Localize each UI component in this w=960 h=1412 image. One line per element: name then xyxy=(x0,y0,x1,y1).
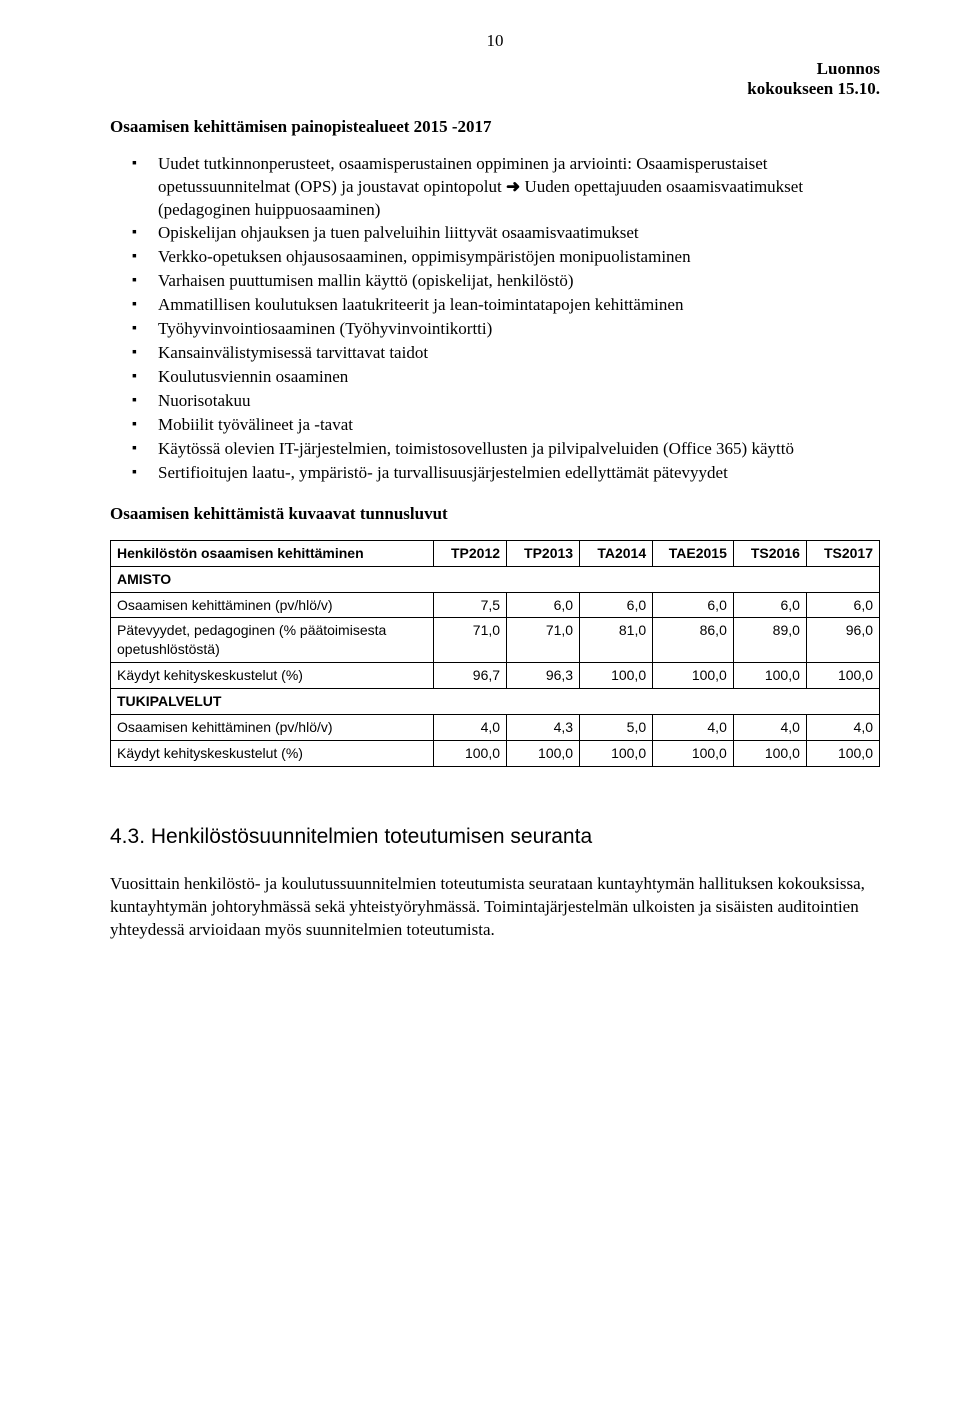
table-value-cell: 100,0 xyxy=(733,663,806,689)
table-value-cell: 100,0 xyxy=(806,740,879,766)
table-label-cell: Pätevyydet, pedagoginen (% päätoimisesta… xyxy=(111,618,434,663)
table-value-cell: 81,0 xyxy=(580,618,653,663)
table-value-cell: 96,0 xyxy=(806,618,879,663)
bullet-item: Opiskelijan ohjauksen ja tuen palveluihi… xyxy=(110,222,880,245)
table-row: Osaamisen kehittäminen (pv/hlö/v)4,04,35… xyxy=(111,714,880,740)
header-line2: kokoukseen 15.10. xyxy=(747,79,880,98)
page-number: 10 xyxy=(110,30,880,53)
table-value-cell: 96,3 xyxy=(507,663,580,689)
table-value-cell: 89,0 xyxy=(733,618,806,663)
bullet-item: Mobiilit työvälineet ja -tavat xyxy=(110,414,880,437)
bullet-item: Verkko-opetuksen ohjausosaaminen, oppimi… xyxy=(110,246,880,269)
header-right: Luonnos kokoukseen 15.10. xyxy=(110,59,880,100)
section-subtitle: Osaamisen kehittämisen painopistealueet … xyxy=(110,116,880,139)
table-title: Osaamisen kehittämistä kuvaavat tunnuslu… xyxy=(110,503,880,526)
table-value-cell: 4,0 xyxy=(806,714,879,740)
table-label-cell: Osaamisen kehittäminen (pv/hlö/v) xyxy=(111,714,434,740)
table-value-cell: 4,0 xyxy=(433,714,506,740)
table-value-cell: 6,0 xyxy=(733,592,806,618)
table-label-cell: Osaamisen kehittäminen (pv/hlö/v) xyxy=(111,592,434,618)
table-label-cell: Käydyt kehityskeskustelut (%) xyxy=(111,740,434,766)
heading-4-3: 4.3. Henkilöstösuunnitelmien toteutumise… xyxy=(110,823,880,851)
table-section-cell: TUKIPALVELUT xyxy=(111,689,880,715)
bullet-item: Työhyvinvointiosaaminen (Työhyvinvointik… xyxy=(110,318,880,341)
bullet-item: Ammatillisen koulutuksen laatukriteerit … xyxy=(110,294,880,317)
table-value-cell: 100,0 xyxy=(433,740,506,766)
bullet-item: Uudet tutkinnonperusteet, osaamisperusta… xyxy=(110,153,880,222)
table-value-cell: 100,0 xyxy=(733,740,806,766)
table-header-cell: TP2013 xyxy=(507,540,580,566)
table-label-cell: Käydyt kehityskeskustelut (%) xyxy=(111,663,434,689)
table-row: AMISTO xyxy=(111,566,880,592)
header-line1: Luonnos xyxy=(817,59,880,78)
bullet-item: Nuorisotakuu xyxy=(110,390,880,413)
table-row: TUKIPALVELUT xyxy=(111,689,880,715)
table-value-cell: 100,0 xyxy=(653,740,734,766)
metrics-table: Henkilöstön osaamisen kehittäminenTP2012… xyxy=(110,540,880,767)
table-value-cell: 5,0 xyxy=(580,714,653,740)
table-value-cell: 4,3 xyxy=(507,714,580,740)
bullet-item: Koulutusviennin osaaminen xyxy=(110,366,880,389)
table-header-cell: TS2017 xyxy=(806,540,879,566)
table-value-cell: 86,0 xyxy=(653,618,734,663)
table-value-cell: 6,0 xyxy=(580,592,653,618)
table-value-cell: 6,0 xyxy=(653,592,734,618)
table-value-cell: 71,0 xyxy=(433,618,506,663)
table-value-cell: 96,7 xyxy=(433,663,506,689)
table-value-cell: 100,0 xyxy=(806,663,879,689)
bullet-item: Sertifioitujen laatu-, ympäristö- ja tur… xyxy=(110,462,880,485)
document-page: 10 Luonnos kokoukseen 15.10. Osaamisen k… xyxy=(0,0,960,986)
table-header-cell: TP2012 xyxy=(433,540,506,566)
table-value-cell: 4,0 xyxy=(653,714,734,740)
table-section-cell: AMISTO xyxy=(111,566,880,592)
table-header-cell: TS2016 xyxy=(733,540,806,566)
table-row: Käydyt kehityskeskustelut (%)96,796,3100… xyxy=(111,663,880,689)
table-header-cell: Henkilöstön osaamisen kehittäminen xyxy=(111,540,434,566)
table-row: Pätevyydet, pedagoginen (% päätoimisesta… xyxy=(111,618,880,663)
arrow-icon: ➜ xyxy=(506,177,520,196)
table-value-cell: 100,0 xyxy=(507,740,580,766)
bullet-item: Käytössä olevien IT-järjestelmien, toimi… xyxy=(110,438,880,461)
body-paragraph: Vuosittain henkilöstö- ja koulutussuunni… xyxy=(110,873,880,942)
bullet-item: Varhaisen puuttumisen mallin käyttö (opi… xyxy=(110,270,880,293)
table-row: Käydyt kehityskeskustelut (%)100,0100,01… xyxy=(111,740,880,766)
table-value-cell: 100,0 xyxy=(580,663,653,689)
table-header-cell: TA2014 xyxy=(580,540,653,566)
bullet-item: Kansainvälistymisessä tarvittavat taidot xyxy=(110,342,880,365)
table-value-cell: 100,0 xyxy=(580,740,653,766)
table-value-cell: 71,0 xyxy=(507,618,580,663)
table-row: Osaamisen kehittäminen (pv/hlö/v)7,56,06… xyxy=(111,592,880,618)
table-header-cell: TAE2015 xyxy=(653,540,734,566)
table-value-cell: 6,0 xyxy=(507,592,580,618)
table-value-cell: 100,0 xyxy=(653,663,734,689)
table-value-cell: 6,0 xyxy=(806,592,879,618)
table-value-cell: 4,0 xyxy=(733,714,806,740)
table-value-cell: 7,5 xyxy=(433,592,506,618)
bullet-list: Uudet tutkinnonperusteet, osaamisperusta… xyxy=(110,153,880,485)
